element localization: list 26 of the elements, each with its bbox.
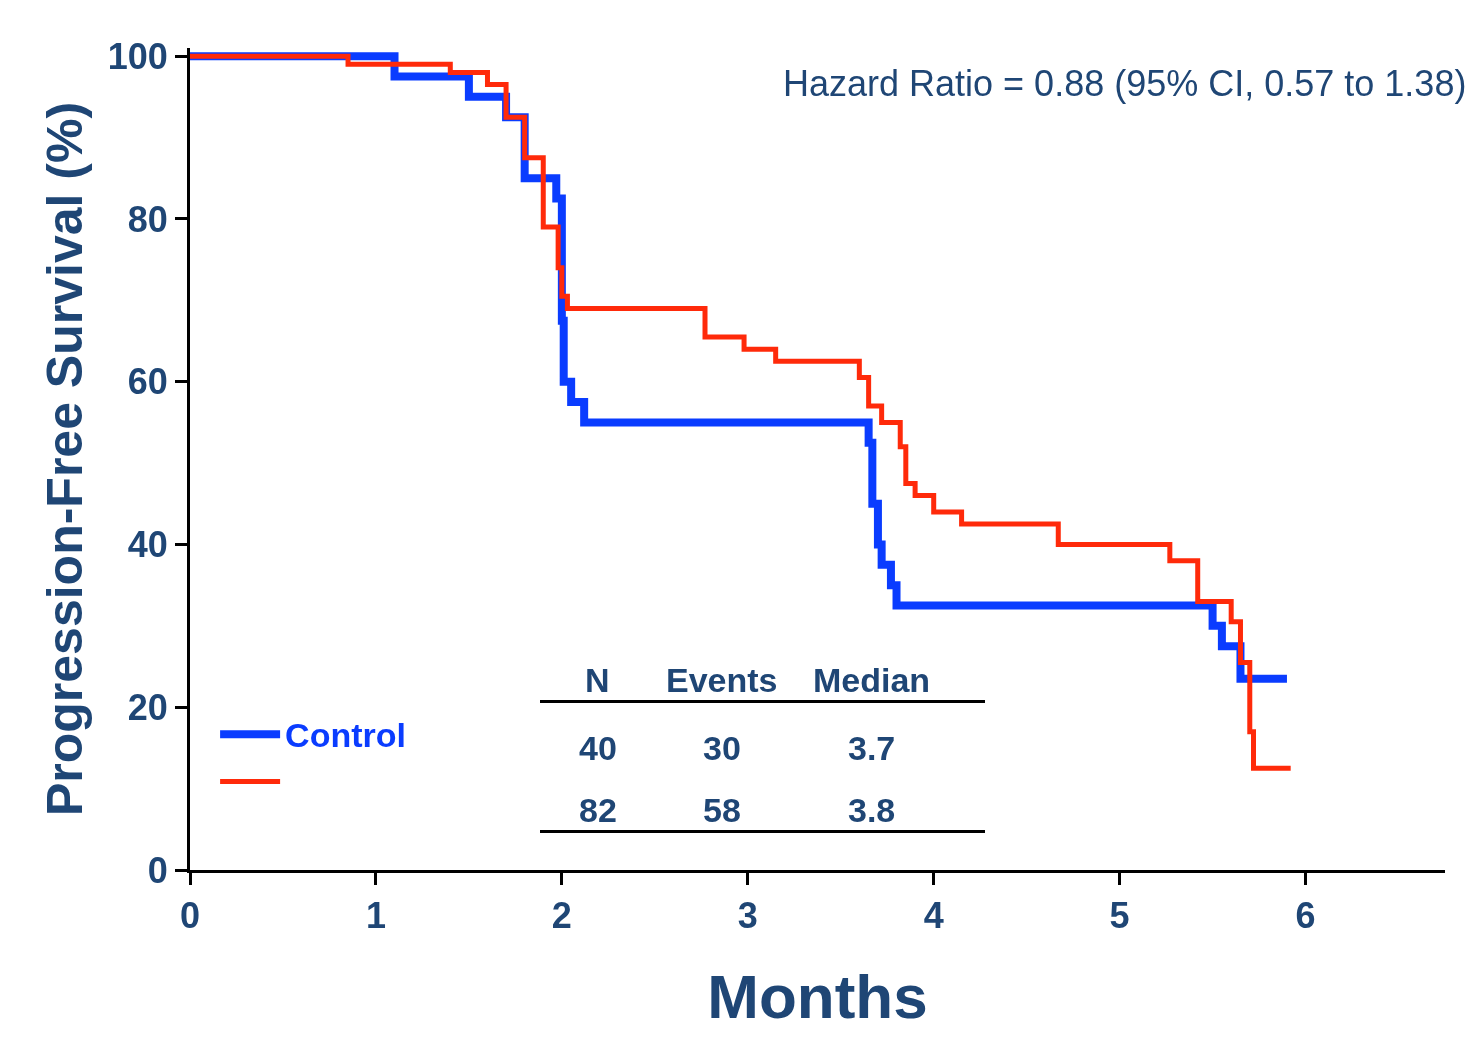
annotation: 58 [703, 791, 741, 829]
annotation: Hazard Ratio = 0.88 (95% CI, 0.57 to 1.38) [783, 63, 1467, 104]
x-tick-label: 2 [551, 895, 572, 937]
y-tick-label: 20 [127, 686, 168, 728]
y-tick-label: 0 [147, 849, 168, 891]
x-tick-label: 6 [1295, 895, 1316, 937]
y-tick-label: 40 [127, 524, 168, 566]
annotation: Events [666, 661, 778, 699]
annotation: 30 [703, 729, 741, 767]
x-tick-label: 3 [737, 895, 758, 937]
y-tick-label: 100 [107, 35, 168, 77]
y-tick-label: 80 [127, 198, 168, 240]
annotation: N [585, 661, 610, 699]
y-tick-label: 60 [127, 361, 168, 403]
annotation: Median [813, 661, 931, 699]
x-tick-label: 5 [1109, 895, 1130, 937]
y-axis-title: Progression-Free Survival (%) [36, 101, 93, 817]
annotation: 82 [579, 791, 617, 829]
x-tick-label: 0 [179, 895, 201, 937]
annotation: 3.8 [848, 791, 896, 829]
legend-label: Control [285, 716, 406, 755]
x-axis-title: Months [707, 962, 928, 1032]
x-tick-label: 4 [923, 895, 944, 937]
annotation: 3.7 [848, 729, 896, 767]
x-tick-label: 1 [365, 895, 386, 937]
annotation: 40 [579, 729, 617, 767]
